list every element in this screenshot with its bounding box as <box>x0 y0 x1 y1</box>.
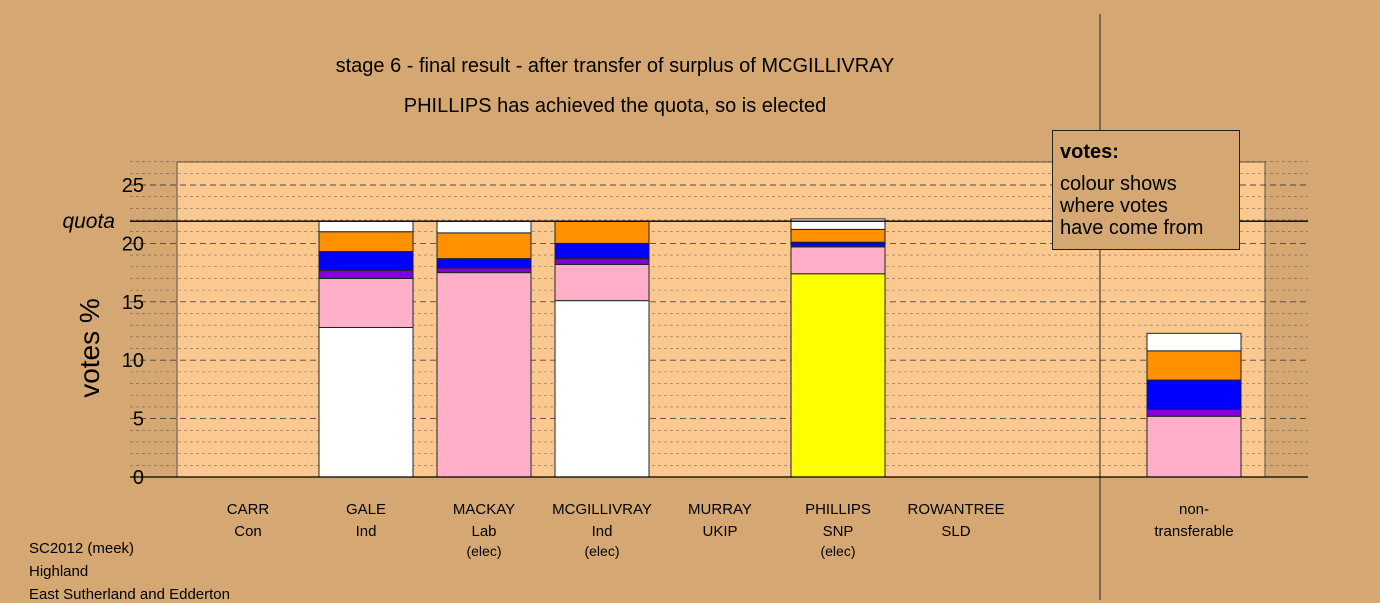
bar-segment <box>436 220 532 234</box>
bar-segment <box>1146 332 1242 352</box>
category-status-label: (elec) <box>466 543 501 559</box>
bar-segment <box>790 241 886 247</box>
category-party-label: SLD <box>941 523 970 540</box>
bar-segment <box>554 263 650 302</box>
bar-segment <box>1146 408 1242 417</box>
bar-segment <box>1146 415 1242 478</box>
category-status-label: (elec) <box>584 543 619 559</box>
y-tick-label: 25 <box>122 175 144 197</box>
bar-segment <box>790 218 886 230</box>
category-party-label: Ind <box>356 523 377 540</box>
legend-line: where votes <box>1060 195 1168 217</box>
bar-segment <box>318 231 414 253</box>
bar-segment <box>554 242 650 260</box>
category-party-label: Con <box>234 523 262 540</box>
bar-segment <box>318 326 414 478</box>
category-name-label: non- <box>1179 501 1209 518</box>
y-tick-label: 0 <box>133 467 144 489</box>
bar-segment <box>318 251 414 271</box>
bar-segment <box>318 220 414 233</box>
category-name-label: ROWANTREE <box>908 501 1005 518</box>
bar-segment <box>790 246 886 275</box>
bar-segment <box>436 267 532 274</box>
bar-segment <box>790 228 886 243</box>
bar-segment <box>1146 350 1242 381</box>
category-party-label: transferable <box>1154 523 1233 540</box>
y-tick-label: 20 <box>122 233 144 255</box>
footer-line: SC2012 (meek) <box>29 540 135 557</box>
chart-subtitle: PHILLIPS has achieved the quota, so is e… <box>403 95 827 117</box>
y-tick-label: 15 <box>122 292 144 314</box>
chart-title: stage 6 - final result - after transfer … <box>335 55 895 77</box>
bar-segment <box>554 258 650 265</box>
category-name-label: MACKAY <box>453 501 515 518</box>
category-party-label: Lab <box>471 523 496 540</box>
category-party-label: SNP <box>823 523 854 540</box>
y-tick-label: 10 <box>122 350 144 372</box>
category-name-label: GALE <box>346 501 386 518</box>
legend-title: votes: <box>1060 141 1119 163</box>
footer-line: East Sutherland and Edderton <box>29 586 230 603</box>
y-axis-label: votes % <box>74 298 105 398</box>
quota-label: quota <box>62 210 115 233</box>
category-name-label: MURRAY <box>688 501 752 518</box>
footer-line: Highland <box>29 563 89 580</box>
bar-segment <box>318 277 414 328</box>
bar-segment <box>1146 379 1242 410</box>
legend-line: have come from <box>1060 217 1204 239</box>
category-party-label: Ind <box>592 523 613 540</box>
bar-segment <box>554 220 650 244</box>
bar-segment <box>436 272 532 478</box>
category-name-label: CARR <box>227 501 270 518</box>
category-name-label: PHILLIPS <box>805 501 871 518</box>
category-status-label: (elec) <box>820 543 855 559</box>
bar-segment <box>436 232 532 260</box>
bar-segment <box>436 258 532 269</box>
legend-line: colour shows <box>1060 173 1177 195</box>
bar-segment <box>790 273 886 478</box>
category-party-label: UKIP <box>702 523 737 540</box>
legend: votes: colour shows where votes have com… <box>1052 130 1240 250</box>
bar-segment <box>318 269 414 279</box>
y-tick-label: 5 <box>133 409 144 431</box>
category-name-label: MCGILLIVRAY <box>552 501 652 518</box>
bar-segment <box>554 300 650 478</box>
